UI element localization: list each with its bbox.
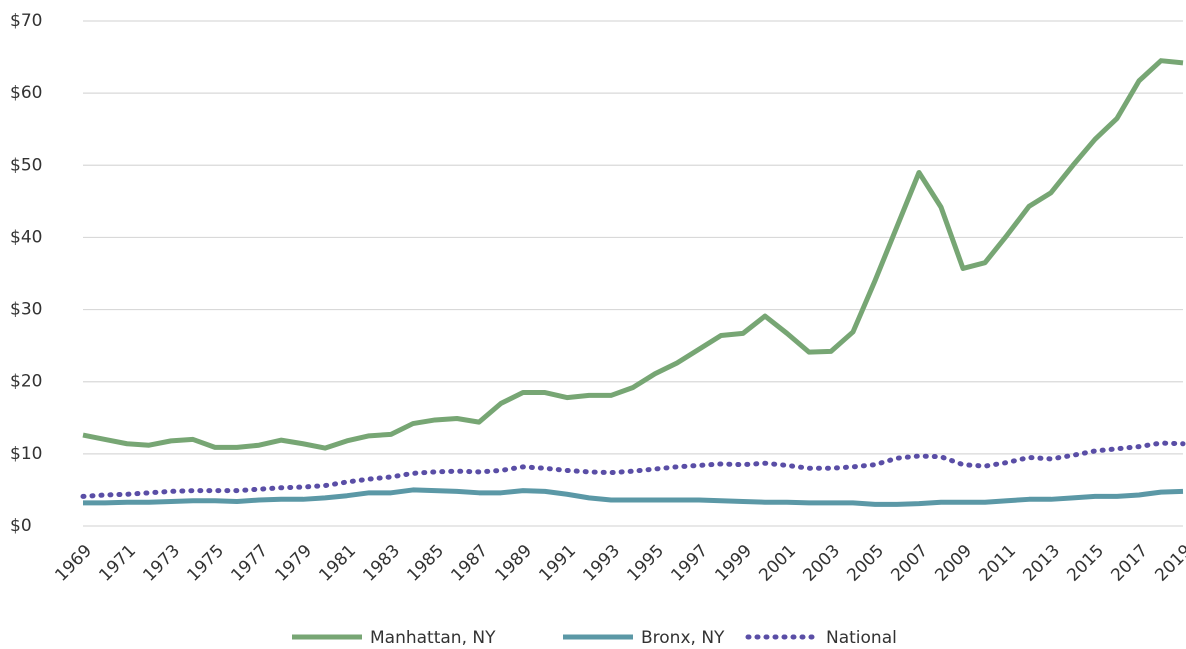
y-tick-label: $60 xyxy=(10,83,42,103)
y-tick-label: $10 xyxy=(10,444,42,464)
legend-item: National xyxy=(745,628,897,648)
legend-item: Bronx, NY xyxy=(563,628,725,648)
x-tick-label: 2011 xyxy=(975,541,1020,586)
x-tick-label: 1977 xyxy=(227,541,272,586)
x-tick-label: 1993 xyxy=(579,541,624,586)
legend-label: National xyxy=(826,628,897,648)
y-tick-label: $20 xyxy=(10,372,42,392)
x-tick-label: 2005 xyxy=(843,541,888,586)
x-tick-label: 1999 xyxy=(711,541,756,586)
x-tick-label: 1975 xyxy=(183,541,228,586)
x-tick-label: 1997 xyxy=(667,541,712,586)
y-tick-label: $30 xyxy=(10,300,42,320)
x-tick-label: 1987 xyxy=(447,541,492,586)
x-tick-label: 2019 xyxy=(1151,541,1186,586)
x-tick-label: 1985 xyxy=(403,541,448,586)
x-tick-label: 1995 xyxy=(623,541,668,586)
legend-label: Manhattan, NY xyxy=(370,628,496,648)
x-tick-label: 1969 xyxy=(51,541,96,586)
x-tick-label: 2001 xyxy=(755,541,800,586)
x-tick-label: 1989 xyxy=(491,541,536,586)
x-tick-label: 1973 xyxy=(139,541,184,586)
y-tick-label: $70 xyxy=(10,11,42,31)
legend-item: Manhattan, NY xyxy=(292,628,496,648)
y-tick-label: $0 xyxy=(10,516,32,536)
series-line xyxy=(82,58,1184,451)
x-tick-label: 2003 xyxy=(799,541,844,586)
y-tick-label: $50 xyxy=(10,155,42,175)
x-tick-label: 1971 xyxy=(95,541,140,586)
y-tick-label: $40 xyxy=(10,227,42,247)
x-tick-label: 1979 xyxy=(271,541,316,586)
x-tick-label: 2007 xyxy=(887,541,932,586)
x-tick-label: 1983 xyxy=(359,541,404,586)
x-tick-label: 1981 xyxy=(315,541,360,586)
series-line xyxy=(83,487,1184,507)
x-tick-label: 2009 xyxy=(931,541,976,586)
x-tick-label: 2017 xyxy=(1107,541,1152,586)
x-tick-label: 1991 xyxy=(535,541,580,586)
series-line xyxy=(80,440,1186,499)
legend-label: Bronx, NY xyxy=(641,628,725,648)
x-tick-label: 2013 xyxy=(1019,541,1064,586)
x-tick-label: 2015 xyxy=(1063,541,1108,586)
